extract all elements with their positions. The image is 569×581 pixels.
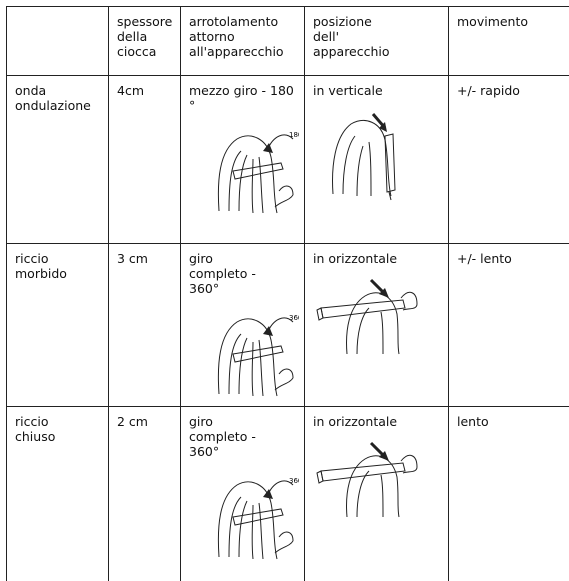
table-cell: riccio chiuso [7, 407, 109, 581]
header-cell [7, 7, 109, 76]
table-cell: giro completo - 360° 360° [181, 407, 305, 581]
angle-label: 180° [289, 131, 299, 139]
table-cell: +/- lento [449, 244, 569, 407]
table-cell: onda ondulazione [7, 76, 109, 244]
rotation-illustration: 360° [189, 304, 299, 399]
cell-text: in orizzontale [313, 251, 440, 266]
table-cell: 2 cm [109, 407, 181, 581]
cell-text: giro completo - 360° [189, 414, 296, 459]
header-cell: movimento [449, 7, 569, 76]
angle-label: 360° [289, 314, 299, 322]
table-cell: 4cm [109, 76, 181, 244]
header-cell: posizione dell' apparecchio [305, 7, 449, 76]
table-cell: giro completo - 360° 360° [181, 244, 305, 407]
rotation-illustration: 180° [189, 121, 299, 216]
hair-table: spessore della ciocca arrotolamento atto… [6, 6, 569, 581]
cell-text: giro completo - 360° [189, 251, 296, 296]
header-text: arrotolamento attorno all'apparecchio [189, 14, 296, 59]
position-illustration [313, 106, 423, 201]
table-cell: lento [449, 407, 569, 581]
table-cell: in orizzontale [305, 407, 449, 581]
angle-label: 360° [289, 477, 299, 485]
table-cell: +/- rapido [449, 76, 569, 244]
table-cell: in orizzontale [305, 244, 449, 407]
header-cell: arrotolamento attorno all'apparecchio [181, 7, 305, 76]
rotation-illustration: 360° [189, 467, 299, 562]
position-illustration [313, 437, 423, 522]
position-illustration [313, 274, 423, 359]
page: spessore della ciocca arrotolamento atto… [0, 0, 569, 550]
table-cell: mezzo giro - 180 ° 180° [181, 76, 305, 244]
cell-text: in orizzontale [313, 414, 440, 429]
table-cell: in verticale [305, 76, 449, 244]
table-cell: riccio morbido [7, 244, 109, 407]
header-text: posizione dell' apparecchio [313, 14, 440, 59]
cell-text: mezzo giro - 180 ° [189, 83, 296, 113]
header-row: spessore della ciocca arrotolamento atto… [7, 7, 569, 76]
table-cell: 3 cm [109, 244, 181, 407]
cell-text: in verticale [313, 83, 440, 98]
header-cell: spessore della ciocca [109, 7, 181, 76]
